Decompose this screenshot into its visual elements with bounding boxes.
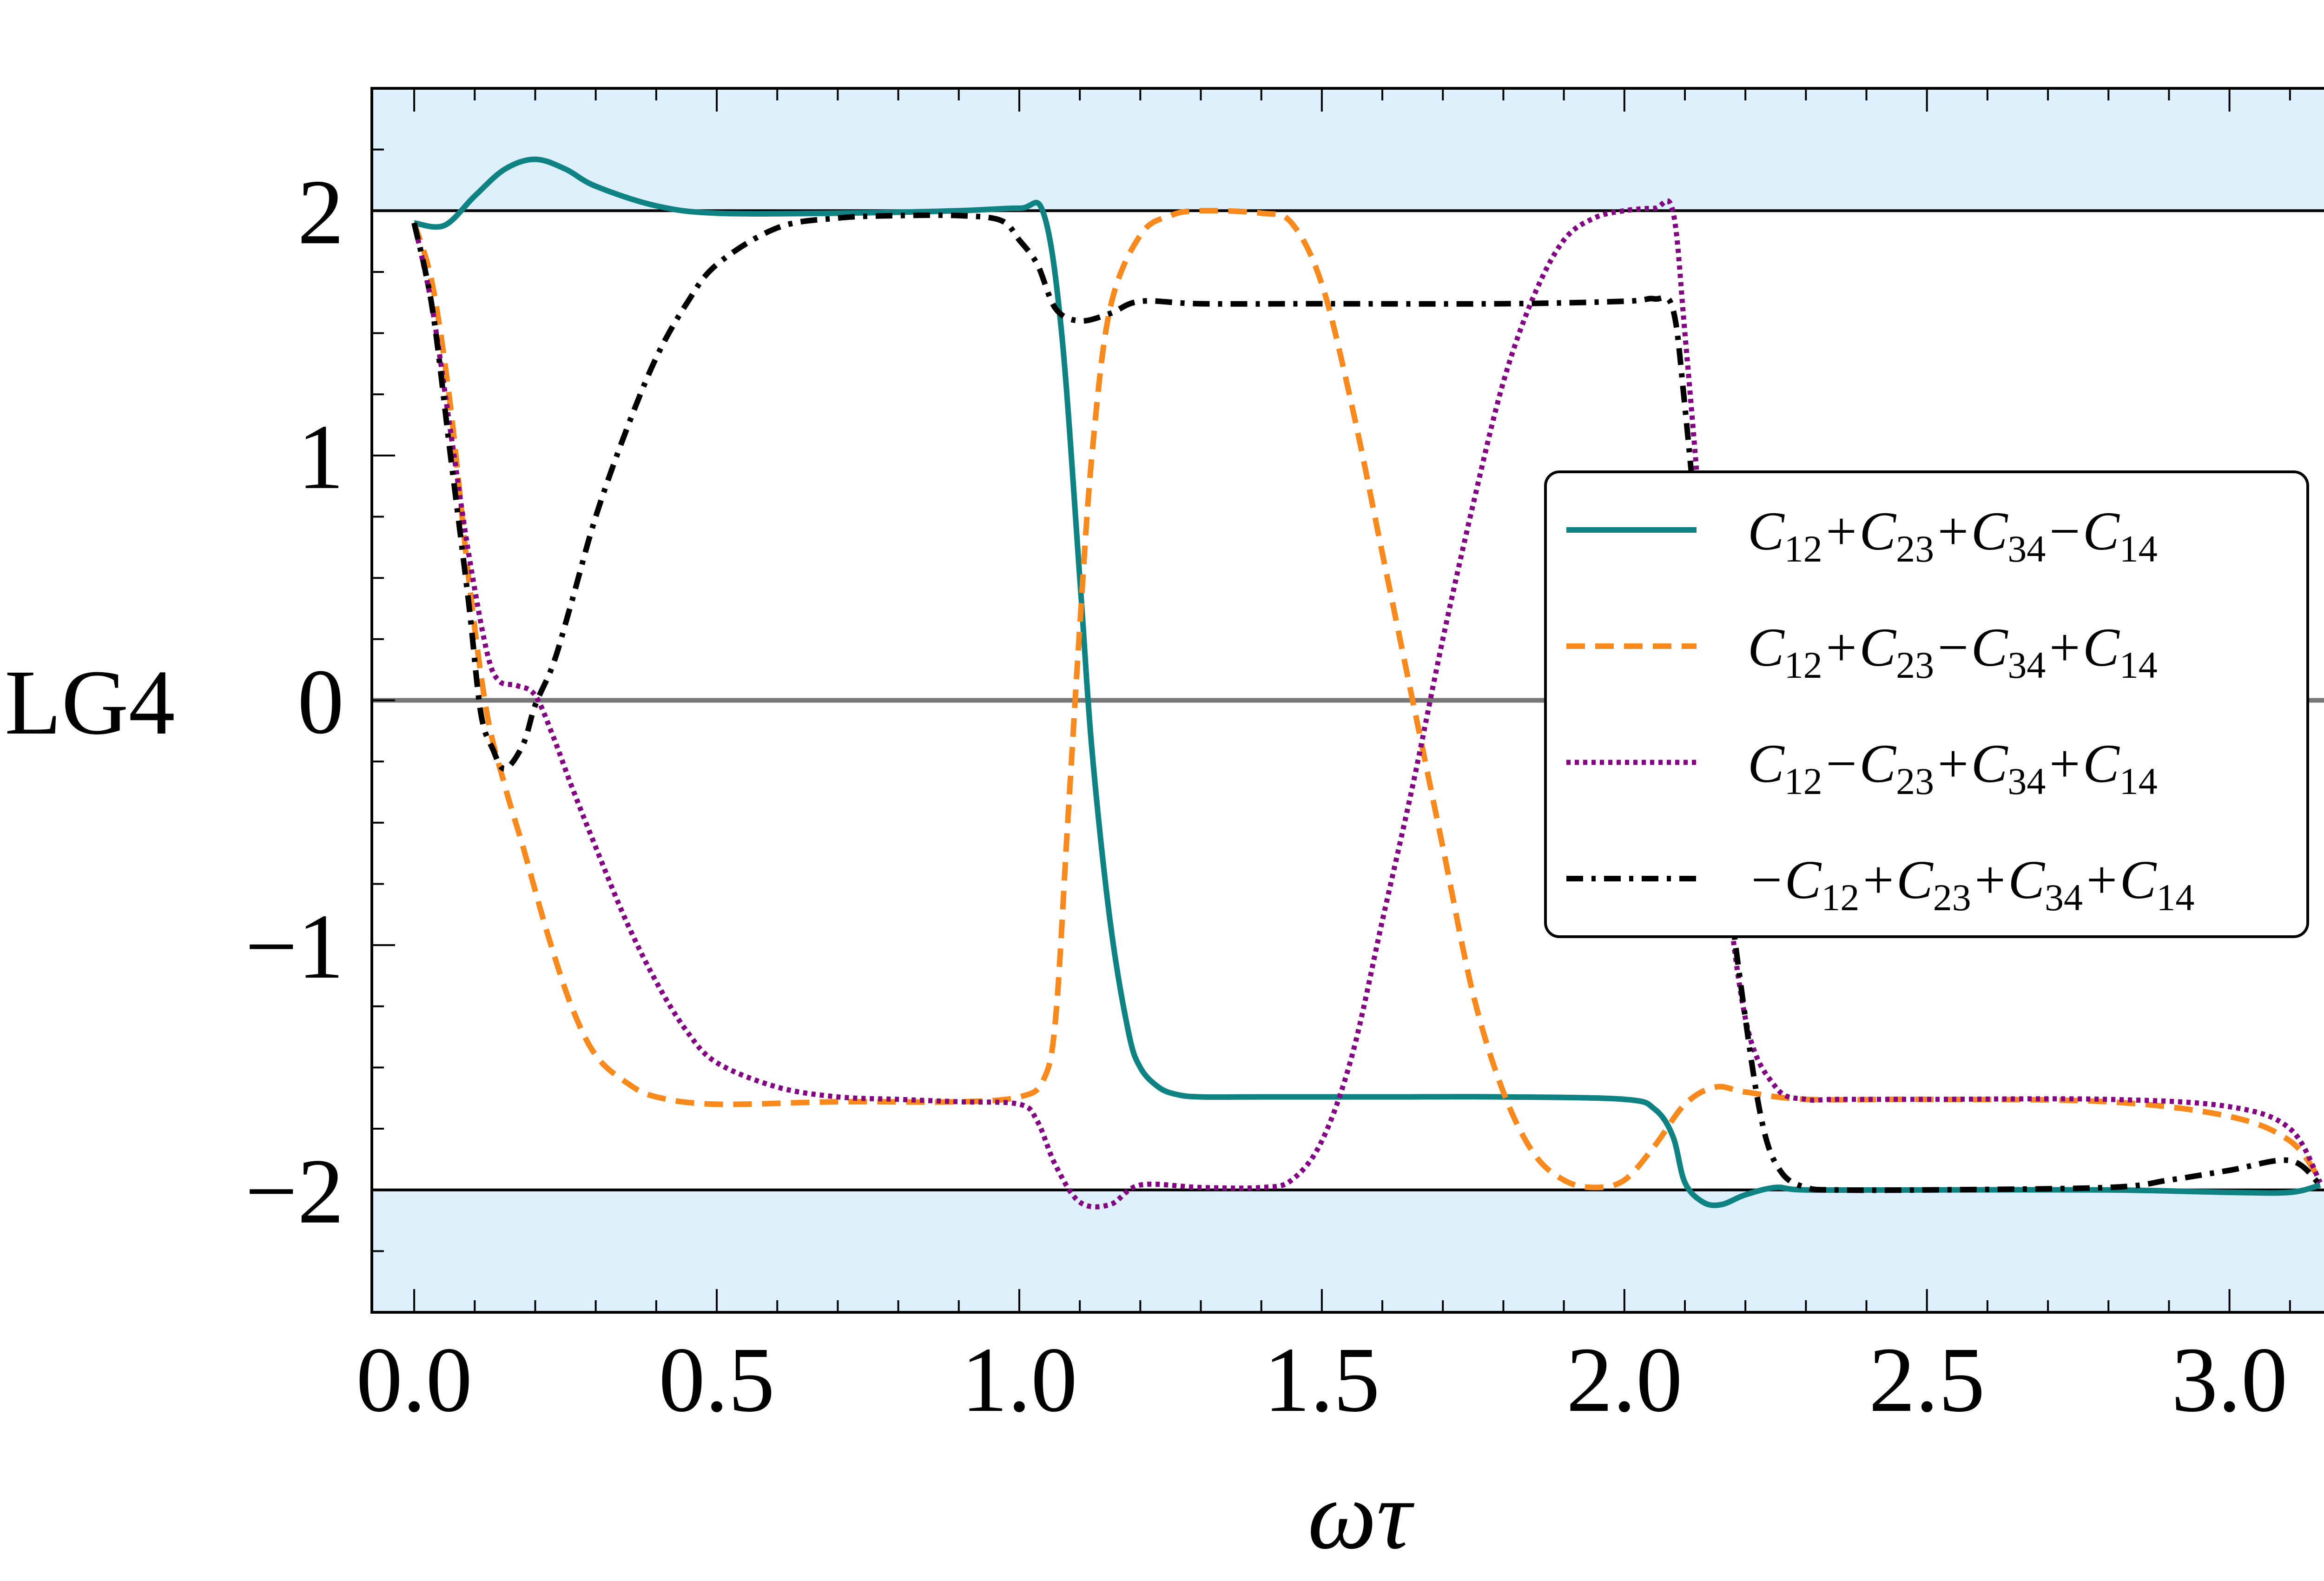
series-lines	[411, 156, 2323, 1210]
x-axis-label: ωτ	[1307, 1462, 1414, 1569]
y-tick-label: 2	[297, 161, 344, 264]
x-tick-label: 0.0	[356, 1329, 472, 1431]
legend-label-3: C12−C23+C34+C14	[1748, 733, 2158, 802]
x-tick-label: 2.5	[1869, 1329, 1985, 1431]
legend-box	[1544, 470, 2309, 938]
series-line-4	[411, 212, 2323, 1193]
series-line-1	[414, 156, 2321, 1208]
x-tick-label: 1.5	[1264, 1329, 1380, 1431]
series-line-3	[411, 198, 2323, 1210]
shaded-regions	[372, 88, 2324, 1312]
shaded-region-1	[372, 1190, 2324, 1312]
y-tick-label: −1	[245, 895, 344, 998]
x-tick-label: 3.0	[2172, 1329, 2288, 1431]
legend-label-1: C12+C23+C34−C14	[1748, 501, 2158, 570]
x-tick-label: 1.0	[961, 1329, 1077, 1431]
tick-labels: 0.0 0.5 1.0 1.5 2.0 2.5 3.0 −2 −1 0 1 2	[245, 161, 2287, 1431]
x-tick-label: 0.5	[659, 1329, 775, 1431]
series-line-2	[411, 208, 2323, 1191]
legend-label-4: −C12+C23+C34+C14	[1748, 849, 2194, 919]
legend: C12+C23+C34−C14 C12+C23−C34+C14 C12−C23+C3…	[1544, 470, 2309, 938]
shaded-region-0	[372, 88, 2324, 211]
y-axis-label: LG4	[5, 651, 175, 754]
y-tick-label: −2	[245, 1140, 344, 1243]
y-tick-label: 1	[297, 406, 344, 509]
y-tick-label: 0	[297, 651, 344, 754]
x-tick-label: 2.0	[1566, 1329, 1683, 1431]
tick-marks	[372, 87, 2291, 1313]
legend-label-2: C12+C23−C34+C14	[1748, 617, 2158, 686]
